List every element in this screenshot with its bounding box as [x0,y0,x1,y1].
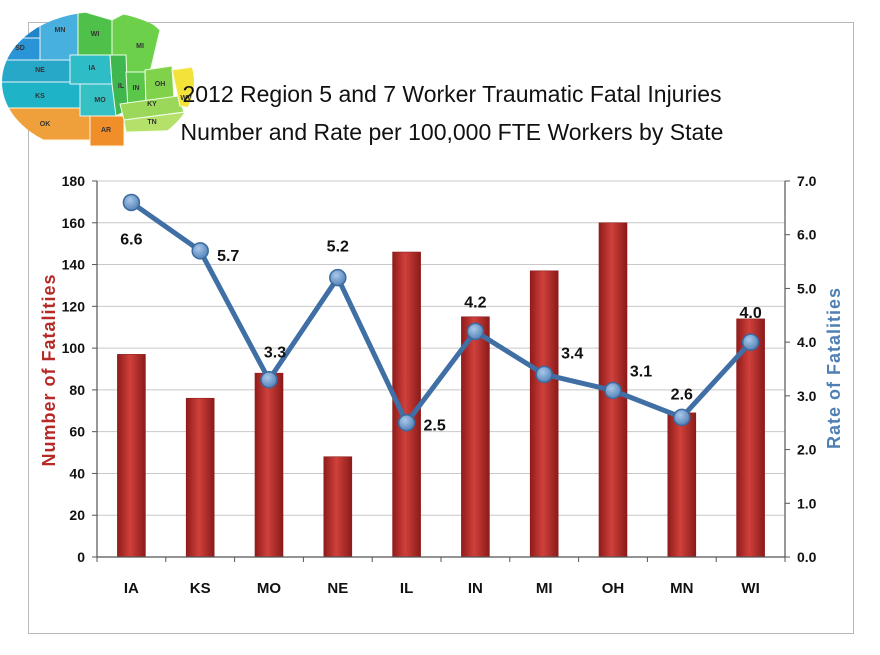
y-tick-label: 180 [62,173,86,189]
rate-point-in [466,322,485,341]
rate-point-mi [535,365,553,384]
rate-point-ne [329,268,347,287]
y2-tick-label: 4.0 [797,334,817,350]
rate-point-mo [260,370,278,389]
map-state-label: TN [147,119,156,126]
y2-tick-label: 7.0 [797,173,817,189]
y-tick-label: 120 [62,298,86,314]
y-tick-label: 160 [62,215,86,231]
y2-tick-label: 6.0 [797,227,817,243]
rate-data-label: 6.6 [120,231,142,248]
map-state-label: WI [91,31,100,38]
axes [92,180,790,562]
y-tick-label: 20 [69,507,85,523]
x-tick-label: MO [257,580,281,597]
y2-tick-label: 0.0 [797,549,817,565]
map-state-label: MN [55,27,66,34]
rate-data-label: 3.1 [630,363,652,380]
rate-data-label: 2.6 [671,386,693,403]
rate-data-label: 5.2 [327,239,349,256]
map-state-label: IL [118,83,125,90]
chart-title-line-2: Number and Rate per 100,000 FTE Workers … [181,119,724,145]
map-state-label: KS [35,93,45,100]
y2-tick-label: 1.0 [797,495,817,511]
rate-line-series: 6.6 5.7 3.3 5.2 2.5 4.2 3.4 3.1 2.6 4.0 [120,193,762,435]
y-tick-label: 100 [62,340,86,356]
rate-point-oh [604,381,622,400]
x-tick-label: NE [327,580,348,597]
x-tick-label: IL [400,580,413,597]
rate-point-mn [673,408,691,427]
rate-data-label: 4.2 [464,294,486,311]
tick-labels: 0 20 40 60 80 100 120 140 160 180 0.0 1.0 2.0 3.0 4.0 5… [62,173,817,597]
rate-data-label: 3.3 [264,345,286,362]
rate-point-ks [191,242,209,260]
rate-data-label: 5.7 [217,248,239,265]
y-axis-title: Number of Fatalities [39,273,59,466]
x-tick-label: IN [468,580,483,597]
y-tick-label: 0 [77,549,85,565]
y-tick-label: 140 [62,257,86,273]
map-state-label: SD [15,45,25,52]
bar-ia [117,354,146,558]
map-state-label: IN [133,85,140,92]
map-state-label: KY [147,101,157,108]
x-tick-label: KS [190,580,211,597]
rate-data-label: 4.0 [739,305,761,322]
map-state-label: AR [101,127,111,134]
y2-axis-title: Rate of Fatalities [824,287,844,449]
bar-ks [185,397,215,558]
map-state-label: MO [94,97,106,104]
bar-in [461,316,490,558]
map-state-label: IA [89,65,96,72]
x-tick-label: IA [124,580,139,597]
y2-tick-label: 3.0 [797,388,817,404]
x-tick-label: OH [602,580,625,597]
map-state-label: WV [180,95,192,102]
x-tick-label: WI [741,580,759,597]
y2-tick-label: 2.0 [797,442,817,458]
map-state-label: OH [155,81,166,88]
map-state-label: MI [136,43,144,50]
bar-ne [323,456,353,558]
y-tick-label: 60 [69,424,85,440]
x-tick-label: MI [536,580,553,597]
rate-point-wi [741,333,760,351]
map-state-label: ND [15,21,25,28]
rate-point-ia [122,193,141,212]
rate-point-il [397,413,416,432]
map-state-label: NE [35,67,45,74]
region-map-inset: ND SD NE KS OK MN IA MO AR WI IL MI IN OH KY TN WV [2,12,194,152]
bar-mo [254,372,284,558]
bar-series [117,222,765,558]
rate-line [129,200,753,426]
chart-title-line-1: 2012 Region 5 and 7 Worker Traumatic Fat… [182,81,721,107]
x-tick-label: MN [670,580,693,597]
bar-mn [667,412,697,558]
rate-data-label: 3.4 [561,345,583,362]
y2-tick-label: 5.0 [797,280,817,296]
bar-mi [529,270,559,558]
map-state-label: OK [40,121,51,128]
y-tick-label: 40 [69,465,85,481]
bar-wi [736,318,765,558]
y-tick-label: 80 [69,382,85,398]
rate-data-label: 2.5 [423,418,445,435]
